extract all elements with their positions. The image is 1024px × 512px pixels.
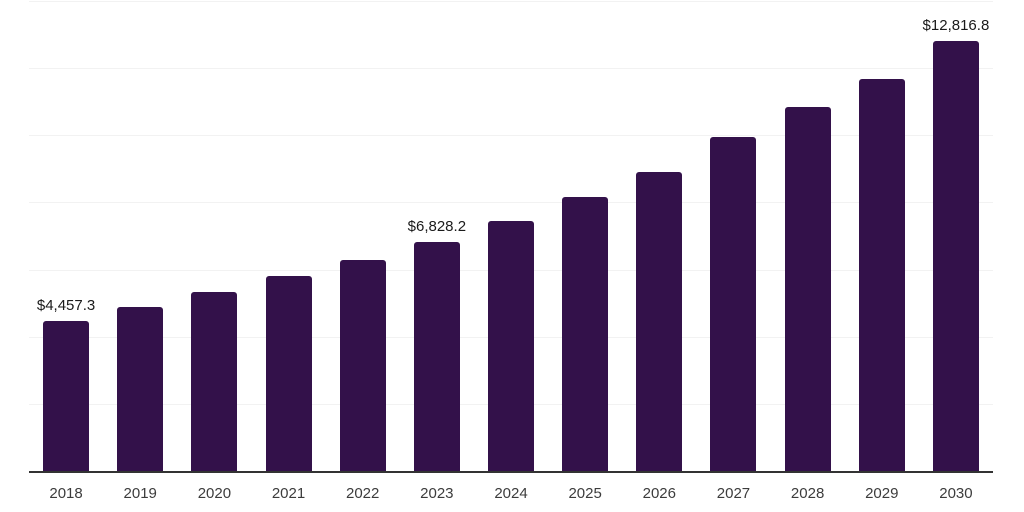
x-tick-2025: 2025 <box>568 485 602 502</box>
bar-2023 <box>413 241 460 471</box>
bar-2020 <box>191 292 238 471</box>
x-tick-2023: 2023 <box>420 485 454 502</box>
x-tick-2021: 2021 <box>271 485 306 502</box>
x-tick-2018: 2018 <box>49 485 83 502</box>
bar-2018 <box>43 321 90 471</box>
bar-2024 <box>488 221 534 471</box>
bar-value-label-2030: $12,816.8 <box>922 16 990 34</box>
bar-2028 <box>784 107 831 471</box>
gridline-12000 <box>29 68 993 70</box>
x-tick-2029: 2029 <box>865 485 899 502</box>
x-axis-line <box>29 471 993 473</box>
bar-2019 <box>117 307 164 471</box>
gridline-8000 <box>29 202 993 204</box>
bar-2021 <box>265 275 312 471</box>
gridline-10000 <box>29 135 993 137</box>
bar-2026 <box>636 172 683 471</box>
x-tick-2019: 2019 <box>123 485 157 502</box>
x-tick-2028: 2028 <box>790 485 825 502</box>
gridline-14000 <box>29 1 993 2</box>
plot-area <box>29 0 993 473</box>
x-tick-2027: 2027 <box>716 485 751 502</box>
bar-2025 <box>562 197 609 471</box>
x-tick-2026: 2026 <box>642 485 676 502</box>
bar-2027 <box>710 136 757 471</box>
bar-2030 <box>932 40 979 471</box>
x-tick-2020: 2020 <box>197 485 232 502</box>
x-tick-2022: 2022 <box>346 485 380 502</box>
bar-2022 <box>339 259 386 471</box>
bar-value-label-2023: $6,828.2 <box>407 217 467 235</box>
bar-2029 <box>858 79 905 471</box>
x-tick-2030: 2030 <box>939 485 973 502</box>
x-tick-2024: 2024 <box>494 485 528 502</box>
bar-value-label-2018: $4,457.3 <box>36 297 96 315</box>
